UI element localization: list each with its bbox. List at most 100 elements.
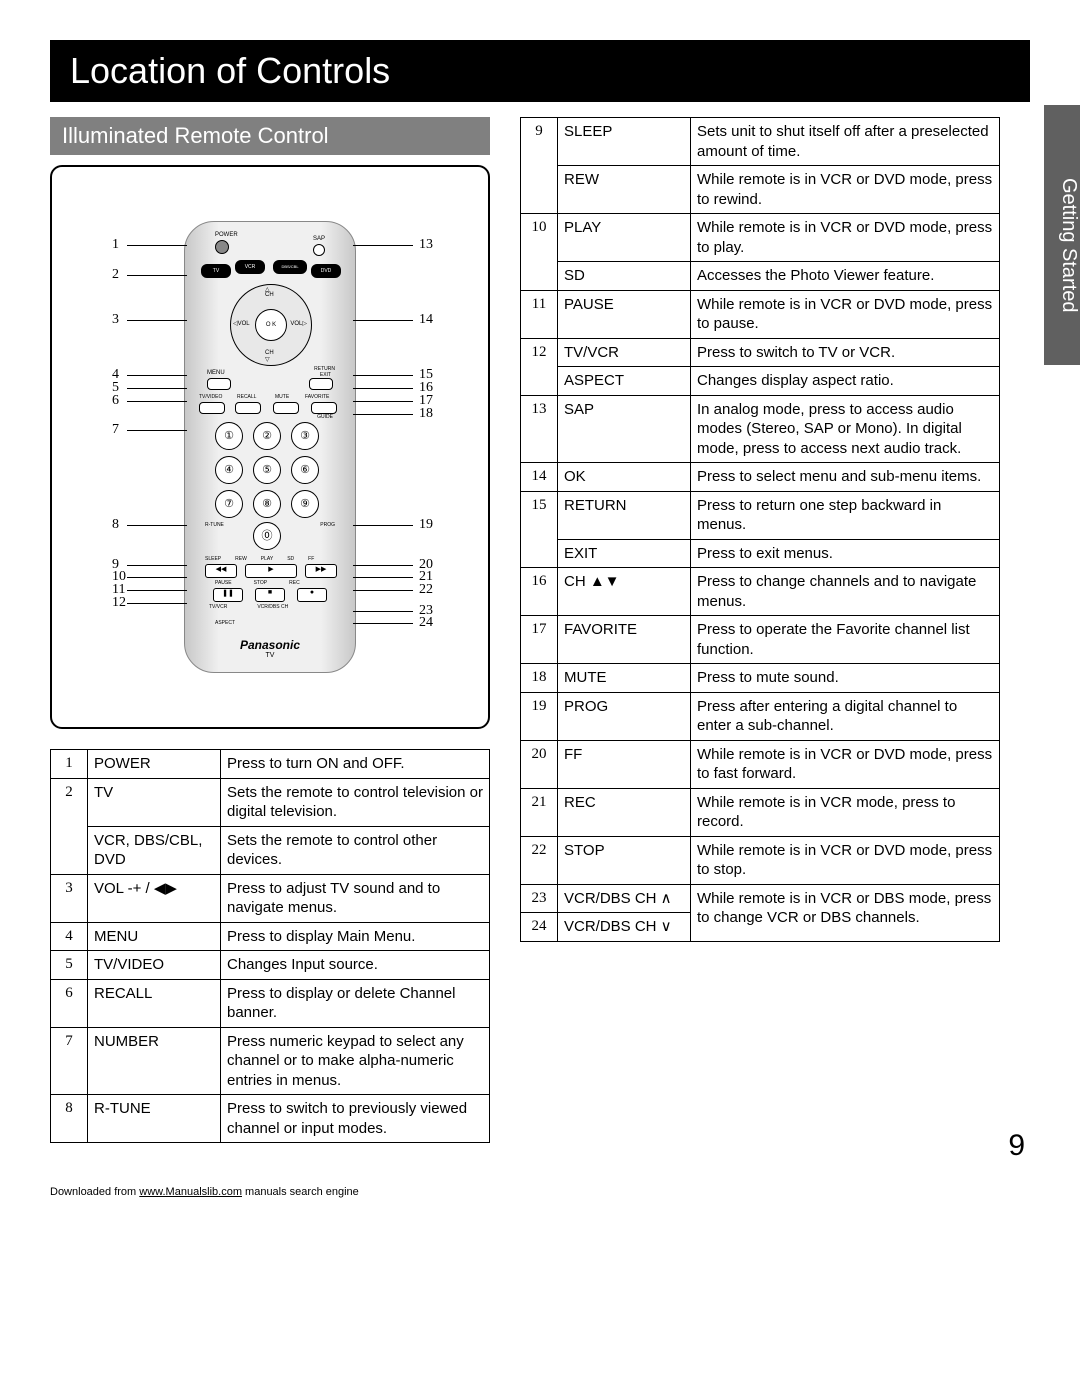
brand-label: Panasonic bbox=[185, 638, 355, 652]
callout-number: 1 bbox=[112, 237, 119, 253]
mode-vcr: VCR bbox=[235, 260, 265, 274]
control-name: PROG bbox=[558, 692, 691, 740]
row-number: 19 bbox=[521, 692, 558, 740]
mute-btn bbox=[273, 402, 299, 414]
mode-dvd: DVD bbox=[311, 264, 341, 278]
control-name: MENU bbox=[88, 922, 221, 951]
control-name: ASPECT bbox=[558, 367, 691, 396]
zero-btn: ⓪ bbox=[253, 522, 281, 550]
label-recall: RECALL bbox=[237, 394, 256, 400]
row-number: 23 bbox=[521, 884, 558, 913]
label-prog: PROG bbox=[320, 522, 335, 528]
control-desc: Press to operate the Favorite channel li… bbox=[691, 616, 1000, 664]
row-number: 10 bbox=[521, 214, 558, 291]
page-number: 9 bbox=[1008, 1129, 1025, 1163]
control-name: REW bbox=[558, 166, 691, 214]
callout-number: 18 bbox=[419, 406, 433, 422]
label-vol-l: ◁VOL bbox=[233, 320, 250, 327]
row-number: 3 bbox=[51, 874, 88, 922]
row-number: 9 bbox=[521, 118, 558, 214]
row-number: 21 bbox=[521, 788, 558, 836]
control-desc: While remote is in VCR or DVD mode, pres… bbox=[691, 166, 1000, 214]
control-desc: Press to turn ON and OFF. bbox=[221, 750, 490, 779]
control-desc: Press to display or delete Channel banne… bbox=[221, 979, 490, 1027]
row-number: 8 bbox=[51, 1095, 88, 1143]
row-number: 2 bbox=[51, 778, 88, 874]
control-name: REC bbox=[558, 788, 691, 836]
row-number: 1 bbox=[51, 750, 88, 779]
pause-btn: ❚❚ bbox=[213, 588, 243, 602]
stop-btn: ■ bbox=[255, 588, 285, 602]
section-subtitle: Illuminated Remote Control bbox=[50, 117, 490, 155]
control-name: STOP bbox=[558, 836, 691, 884]
label-ch: CH bbox=[265, 292, 274, 298]
row-number: 15 bbox=[521, 491, 558, 568]
rec-btn: ● bbox=[297, 588, 327, 602]
label-menu: MENU bbox=[207, 370, 225, 376]
controls-table-right: 9SLEEPSets unit to shut itself off after… bbox=[520, 117, 1000, 942]
sap-button bbox=[313, 244, 325, 256]
row-number: 17 bbox=[521, 616, 558, 664]
callout-number: 14 bbox=[419, 312, 433, 328]
section-tab: Getting Started bbox=[1044, 105, 1080, 365]
ff-btn: ▶▶ bbox=[305, 564, 337, 578]
control-name: SLEEP bbox=[558, 118, 691, 166]
control-name: CH ▲▼ bbox=[558, 568, 691, 616]
control-name: TV/VCR bbox=[558, 338, 691, 367]
bottom-labels: TV/VCRVCR/DBS CH bbox=[209, 604, 288, 610]
control-name: VOL -+ / ◀▶ bbox=[88, 874, 221, 922]
callout-number: 8 bbox=[112, 517, 119, 533]
control-desc: Press to return one step backward in men… bbox=[691, 491, 1000, 539]
control-name: PAUSE bbox=[558, 290, 691, 338]
power-button bbox=[215, 240, 229, 254]
control-desc: Sets the remote to control television or… bbox=[221, 778, 490, 826]
control-desc: Press after entering a digital channel t… bbox=[691, 692, 1000, 740]
row-number: 24 bbox=[521, 913, 558, 942]
ok-button: O K bbox=[255, 309, 287, 341]
control-desc: Press to switch to TV or VCR. bbox=[691, 338, 1000, 367]
control-name: SD bbox=[558, 262, 691, 291]
row-number: 12 bbox=[521, 338, 558, 395]
control-name: TV/VIDEO bbox=[88, 951, 221, 980]
row-number: 20 bbox=[521, 740, 558, 788]
footer-link[interactable]: www.Manualslib.com bbox=[139, 1186, 242, 1198]
play-btn: ▶ bbox=[245, 564, 297, 578]
row-number: 7 bbox=[51, 1027, 88, 1095]
control-desc: Changes Input source. bbox=[221, 951, 490, 980]
row-number: 5 bbox=[51, 951, 88, 980]
control-desc: Press to switch to previously viewed cha… bbox=[221, 1095, 490, 1143]
controls-table-left: 1POWERPress to turn ON and OFF.2TVSets t… bbox=[50, 749, 490, 1143]
control-desc: Sets unit to shut itself off after a pre… bbox=[691, 118, 1000, 166]
label-power: POWER bbox=[215, 232, 238, 238]
control-name: VCR, DBS/CBL, DVD bbox=[88, 826, 221, 874]
transport-labels2: PAUSESTOPREC bbox=[215, 580, 300, 586]
control-name: NUMBER bbox=[88, 1027, 221, 1095]
row-number: 16 bbox=[521, 568, 558, 616]
control-desc: Changes display aspect ratio. bbox=[691, 367, 1000, 396]
control-desc: Press numeric keypad to select any chann… bbox=[221, 1027, 490, 1095]
row-number: 11 bbox=[521, 290, 558, 338]
row-number: 18 bbox=[521, 664, 558, 693]
row-number: 13 bbox=[521, 395, 558, 463]
control-name: EXIT bbox=[558, 539, 691, 568]
mode-tv: TV bbox=[201, 264, 231, 278]
control-desc: Press to select menu and sub-menu items. bbox=[691, 463, 1000, 492]
label-tvvideo: TV/VIDEO bbox=[199, 394, 222, 400]
menu-button bbox=[207, 378, 231, 390]
footer-text: Downloaded from www.Manualslib.com manua… bbox=[50, 1186, 359, 1198]
control-name: FAVORITE bbox=[558, 616, 691, 664]
rew-btn: ◀◀ bbox=[205, 564, 237, 578]
control-desc: While remote is in VCR mode, press to re… bbox=[691, 788, 1000, 836]
control-name: PLAY bbox=[558, 214, 691, 262]
callout-number: 3 bbox=[112, 312, 119, 328]
callout-number: 24 bbox=[419, 615, 433, 631]
label-sap: SAP bbox=[313, 236, 325, 242]
row-number: 4 bbox=[51, 922, 88, 951]
control-name: MUTE bbox=[558, 664, 691, 693]
control-desc: While remote is in VCR or DVD mode, pres… bbox=[691, 836, 1000, 884]
control-name: FF bbox=[558, 740, 691, 788]
control-name: RECALL bbox=[88, 979, 221, 1027]
callout-number: 7 bbox=[112, 422, 119, 438]
mode-dbs: DBS/CBL bbox=[273, 260, 307, 274]
callout-number: 19 bbox=[419, 517, 433, 533]
